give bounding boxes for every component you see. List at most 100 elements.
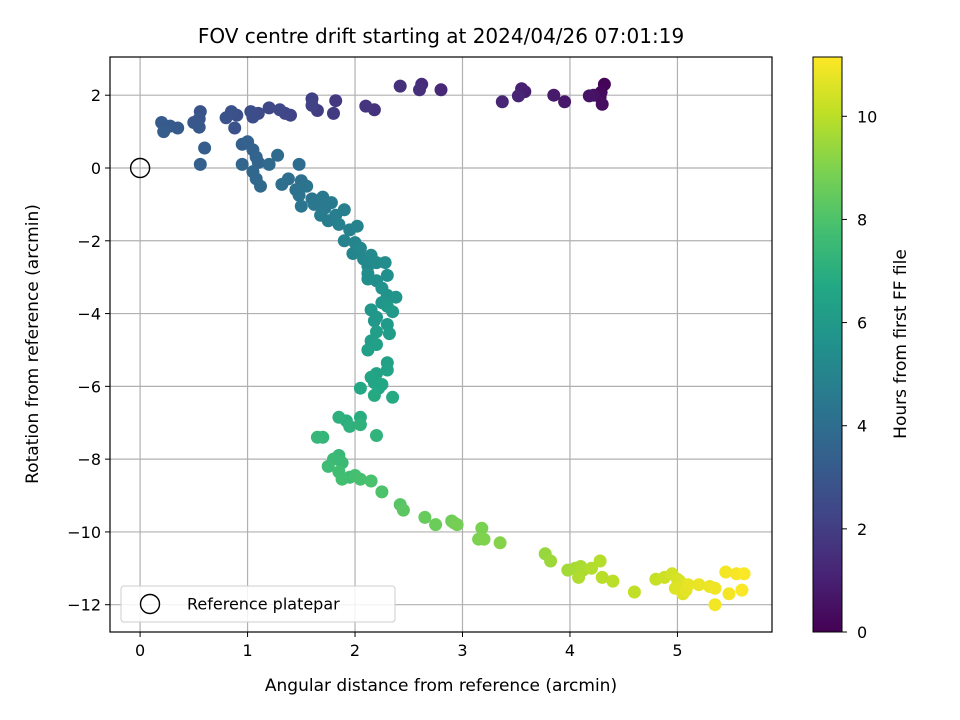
data-point bbox=[692, 578, 706, 592]
data-point bbox=[606, 574, 620, 588]
data-point bbox=[337, 203, 351, 217]
data-point bbox=[378, 256, 392, 270]
data-point bbox=[275, 177, 289, 191]
x-axis-label: Angular distance from reference (arcmin) bbox=[265, 676, 617, 696]
x-tick-label: 2 bbox=[350, 641, 360, 660]
data-point bbox=[511, 89, 525, 103]
data-point bbox=[198, 141, 212, 155]
data-point bbox=[332, 217, 346, 231]
data-points bbox=[155, 77, 751, 612]
data-point bbox=[324, 196, 338, 210]
data-point bbox=[228, 121, 242, 135]
data-point bbox=[475, 521, 489, 535]
data-point bbox=[396, 503, 410, 517]
data-point bbox=[380, 268, 394, 282]
data-point bbox=[219, 111, 233, 125]
data-point bbox=[544, 554, 558, 568]
data-point bbox=[329, 94, 343, 108]
data-point bbox=[332, 410, 346, 424]
data-point bbox=[558, 95, 572, 109]
data-point bbox=[547, 88, 561, 102]
y-tick-label: 0 bbox=[91, 159, 101, 178]
data-point bbox=[429, 518, 443, 532]
data-point bbox=[292, 188, 306, 202]
colorbar-tick-label: 10 bbox=[857, 107, 877, 126]
legend-reference-marker bbox=[139, 593, 161, 615]
legend-box bbox=[120, 585, 396, 623]
plot-frame bbox=[109, 56, 773, 633]
colorbar-label: Hours from first FF file bbox=[891, 249, 911, 439]
data-point bbox=[735, 583, 749, 597]
x-tick-label: 3 bbox=[457, 641, 467, 660]
data-point bbox=[418, 510, 432, 524]
data-point bbox=[393, 79, 407, 93]
colorbar-tick-label: 2 bbox=[857, 520, 867, 539]
data-point bbox=[327, 106, 340, 120]
data-point bbox=[193, 157, 207, 171]
data-point bbox=[292, 157, 306, 171]
colorbar-tick-label: 0 bbox=[857, 623, 867, 642]
data-point bbox=[300, 179, 314, 193]
data-point bbox=[294, 199, 308, 213]
reference-platepar-marker bbox=[129, 157, 151, 179]
data-point bbox=[321, 459, 335, 473]
data-point bbox=[262, 101, 276, 115]
data-point bbox=[364, 474, 378, 488]
data-point bbox=[307, 197, 321, 211]
data-point bbox=[413, 83, 426, 97]
data-point bbox=[353, 241, 367, 255]
data-point bbox=[271, 148, 285, 162]
data-point bbox=[477, 532, 491, 546]
data-point bbox=[305, 98, 319, 112]
chart-title: FOV centre drift starting at 2024/04/26 … bbox=[198, 24, 684, 48]
data-point bbox=[235, 157, 249, 171]
data-point bbox=[681, 578, 695, 592]
data-point bbox=[493, 536, 507, 550]
colorbar bbox=[812, 56, 843, 633]
data-point bbox=[244, 105, 258, 119]
data-point bbox=[370, 429, 383, 442]
data-point bbox=[359, 99, 373, 113]
data-point bbox=[450, 518, 464, 532]
data-point bbox=[380, 363, 394, 377]
data-point bbox=[310, 430, 324, 444]
data-point bbox=[495, 95, 509, 109]
x-tick-label: 0 bbox=[135, 641, 145, 660]
y-tick-label: −6 bbox=[77, 377, 101, 396]
data-point bbox=[585, 561, 598, 575]
data-point bbox=[337, 234, 351, 248]
data-point bbox=[367, 314, 381, 328]
data-point bbox=[157, 125, 171, 139]
data-point bbox=[593, 554, 607, 568]
data-point bbox=[343, 419, 357, 433]
x-ticks: 0 1 2 3 4 5 bbox=[135, 632, 683, 660]
data-point bbox=[582, 89, 596, 103]
legend: Reference platepar bbox=[120, 585, 396, 623]
data-point bbox=[353, 472, 367, 486]
data-point bbox=[353, 418, 367, 432]
x-tick-label: 4 bbox=[565, 641, 575, 660]
data-point bbox=[367, 388, 381, 402]
data-point bbox=[262, 157, 276, 171]
legend-label-reference: Reference platepar bbox=[187, 595, 340, 614]
colorbar-ticks: 0 2 4 6 8 10 bbox=[842, 107, 877, 642]
y-tick-label: −10 bbox=[67, 523, 101, 542]
grid bbox=[110, 57, 772, 632]
data-point bbox=[595, 97, 609, 111]
data-point bbox=[375, 378, 389, 391]
data-point bbox=[370, 338, 383, 351]
data-point bbox=[434, 83, 448, 97]
colorbar-tick-label: 4 bbox=[857, 417, 867, 436]
reference-marker bbox=[129, 157, 151, 179]
x-tick-label: 1 bbox=[242, 641, 252, 660]
y-tick-label: −12 bbox=[67, 596, 101, 615]
data-point bbox=[254, 179, 267, 193]
data-point bbox=[719, 565, 733, 579]
data-point bbox=[627, 585, 641, 599]
data-point bbox=[273, 103, 287, 117]
y-tick-label: −8 bbox=[77, 450, 101, 469]
data-point bbox=[722, 587, 736, 601]
data-point bbox=[353, 381, 367, 395]
data-point bbox=[386, 390, 400, 404]
